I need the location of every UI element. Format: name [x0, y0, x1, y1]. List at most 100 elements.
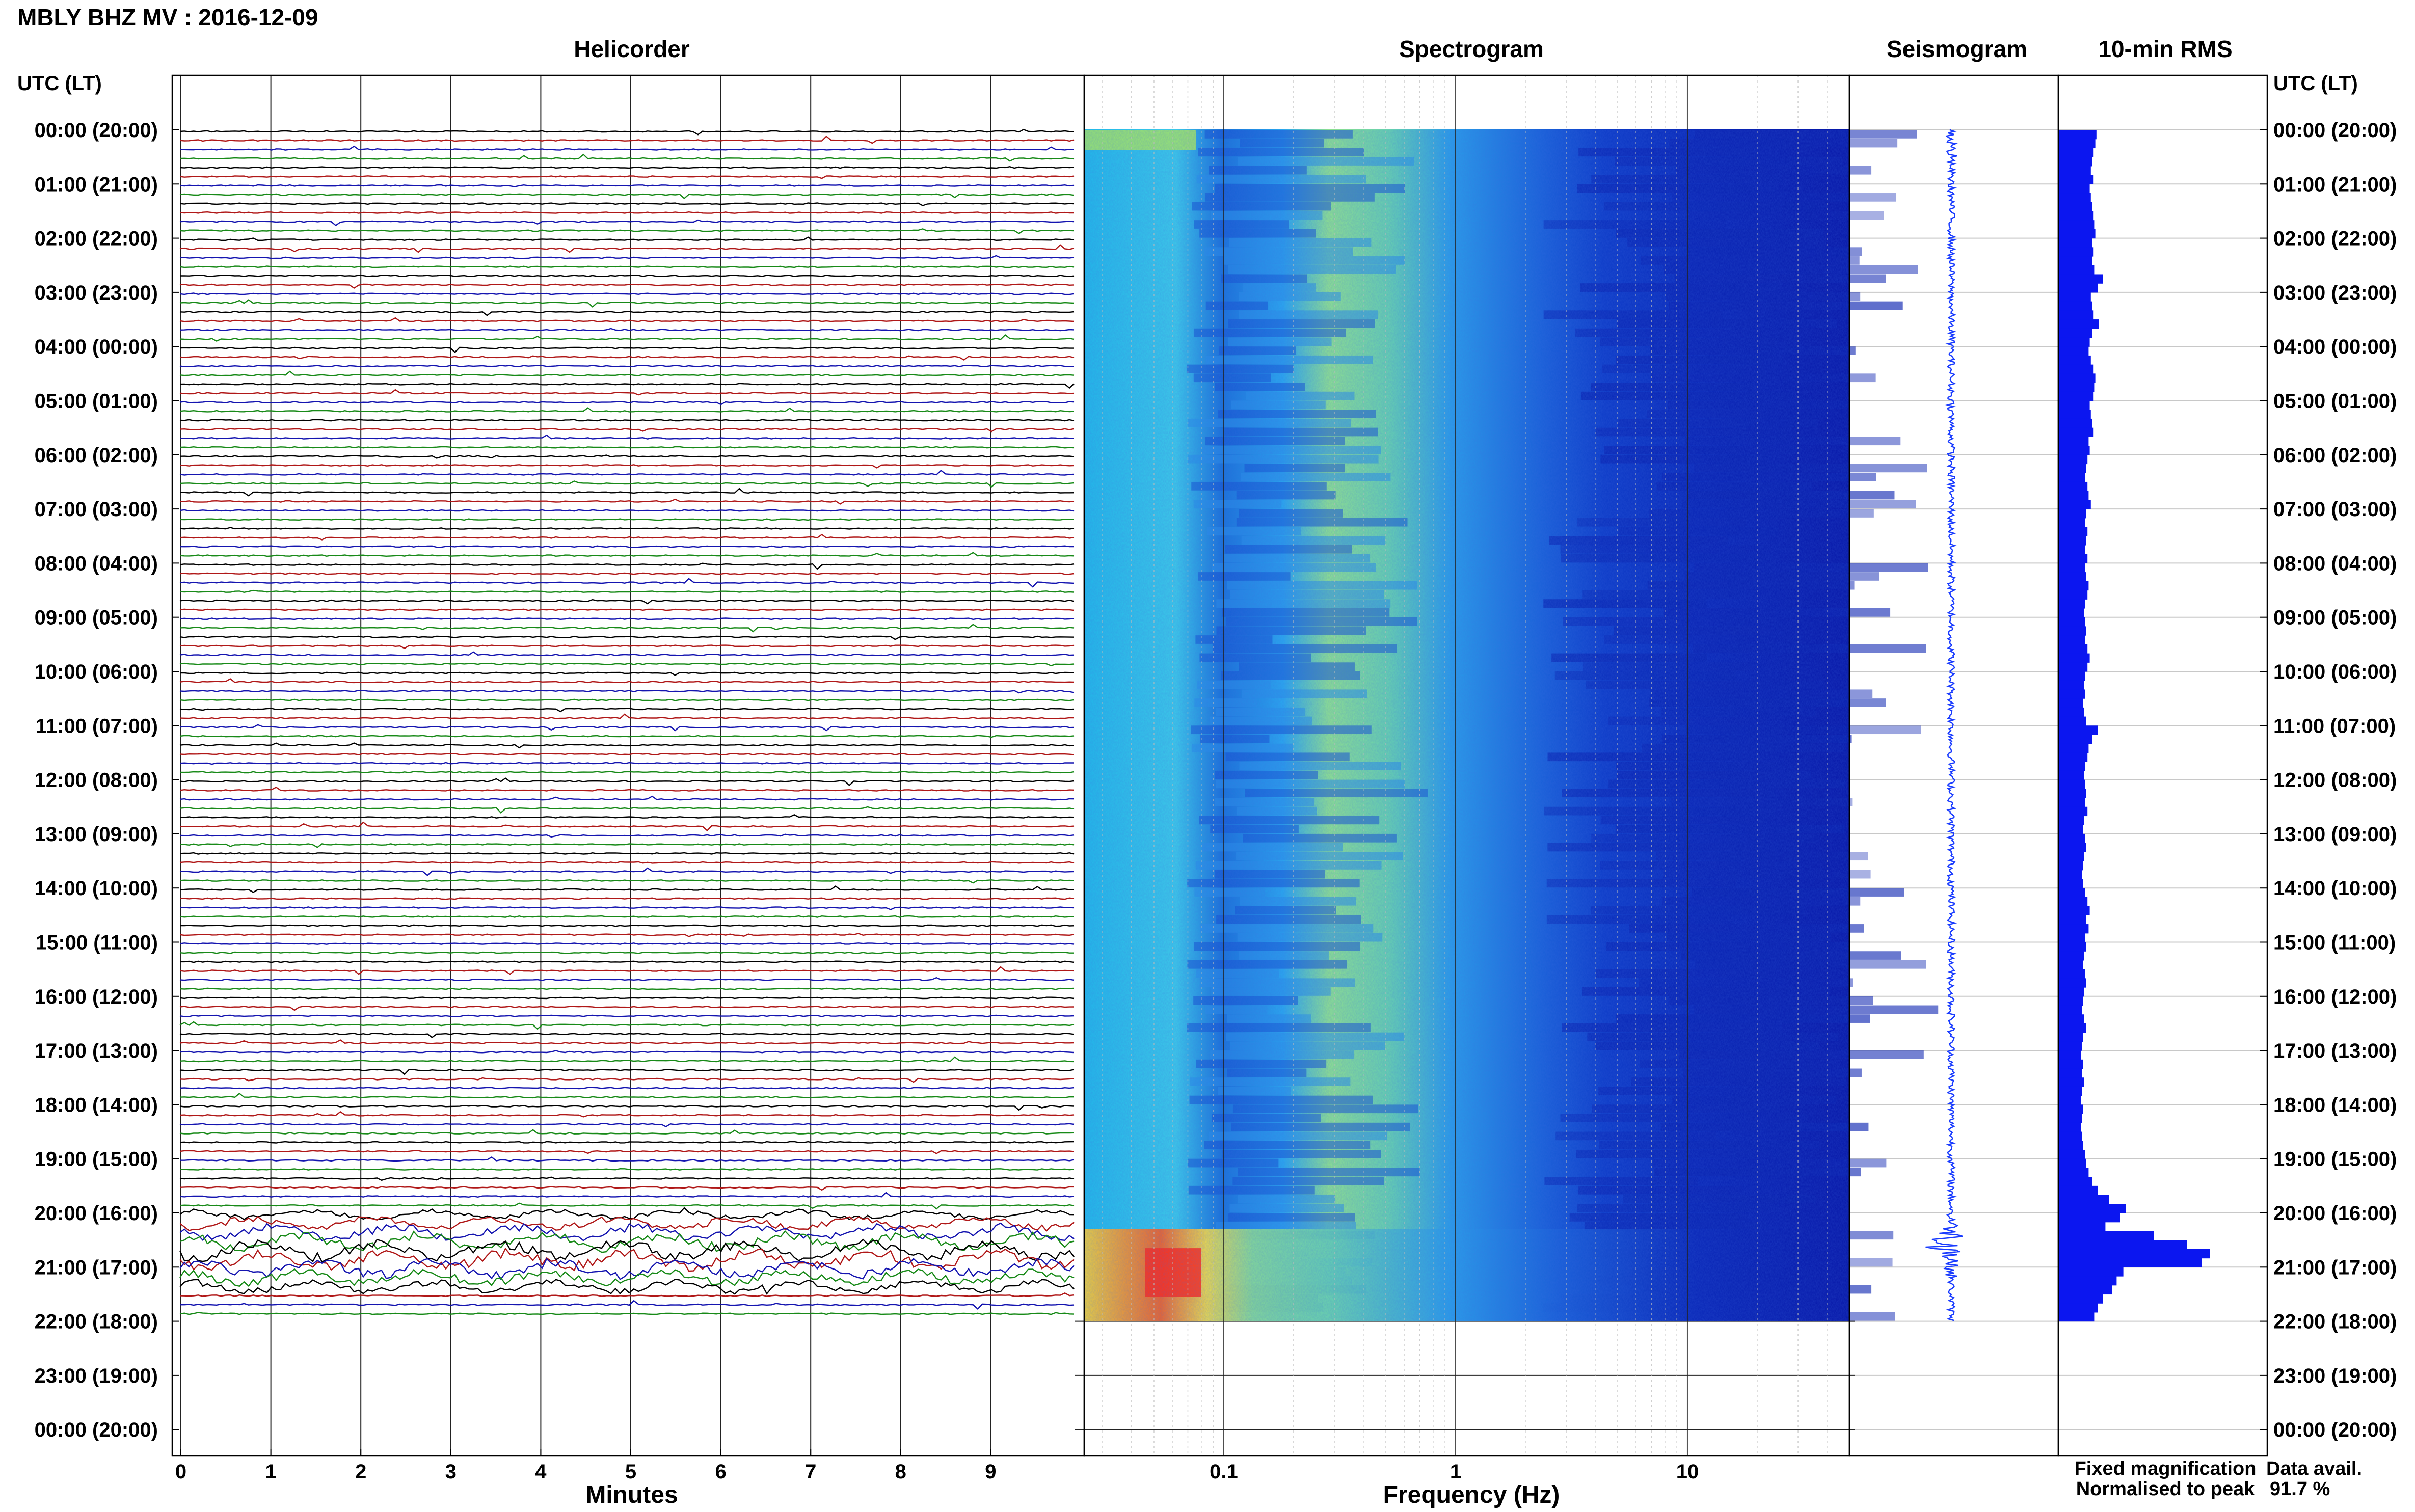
- right-time-label: 03:00 (23:00): [2273, 282, 2397, 304]
- rms-bar: [2058, 1177, 2092, 1186]
- rms-bar: [2058, 698, 2083, 708]
- rms-bar: [2058, 707, 2084, 717]
- rms-bar: [2058, 1222, 2106, 1232]
- data-availability-value: 91.7 %: [2270, 1478, 2330, 1500]
- helicorder-trace-line: [179, 996, 1075, 1000]
- helicorder-trace-line: [179, 1216, 1075, 1232]
- helicorder-trace-line: [179, 1168, 1075, 1171]
- helicorder-trace-line: [179, 678, 1075, 684]
- spectrogram-texture: [1084, 130, 1849, 1321]
- helicorder-trace-line: [179, 795, 1075, 801]
- rms-bar: [2058, 978, 2086, 988]
- legend-normalised-to-peak: Normalised to peak: [2076, 1478, 2255, 1500]
- helicorder-trace-line: [179, 617, 1075, 620]
- rms-bar: [2058, 418, 2092, 428]
- rms-bar: [2058, 644, 2088, 654]
- rms-bar: [2058, 825, 2083, 834]
- helicorder-trace-line: [179, 608, 1075, 611]
- helicorder-trace-line: [179, 1014, 1075, 1017]
- rms-bar: [2058, 572, 2086, 582]
- rms-bar: [2058, 518, 2085, 528]
- helicorder-trace-line: [180, 1300, 1075, 1310]
- helicorder-trace-line: [179, 1006, 1075, 1011]
- rms-bar: [2058, 906, 2090, 915]
- helicorder-trace-line: [179, 562, 1075, 570]
- rms-bar: [2058, 1104, 2083, 1114]
- helicorder-trace-line: [179, 771, 1075, 774]
- helicorder-trace-line: [179, 446, 1075, 449]
- rms-bar: [2058, 337, 2090, 347]
- left-time-label: 18:00 (14:00): [35, 1094, 158, 1116]
- helicorder-trace-line: [179, 1150, 1075, 1154]
- rms-bars: [2058, 130, 2210, 1322]
- rms-bar: [2058, 1041, 2082, 1051]
- rms-bar: [2058, 536, 2086, 546]
- frequency-tick-label: 10: [1676, 1461, 1699, 1483]
- helicorder-trace-line: [179, 1312, 1075, 1315]
- helicorder-trace-line: [179, 552, 1075, 557]
- rms-bar: [2058, 193, 2091, 203]
- seismogram-trace: [1925, 129, 1963, 1321]
- right-timezone-label: UTC (LT): [2273, 72, 2358, 95]
- minute-tick-label: 0: [175, 1461, 186, 1483]
- rms-bar: [2058, 1168, 2089, 1177]
- rms-bar: [2058, 743, 2089, 753]
- helicorder-xlabel: Minutes: [585, 1481, 678, 1508]
- rms-bar: [2058, 1050, 2081, 1060]
- minute-tick-label: 5: [625, 1461, 636, 1483]
- right-time-label: 17:00 (13:00): [2273, 1040, 2397, 1062]
- helicorder-trace-line: [179, 624, 1075, 633]
- rms-bar: [2058, 987, 2084, 997]
- helicorder-trace-line: [179, 498, 1075, 505]
- helicorder-trace-line: [179, 407, 1075, 413]
- helicorder-trace-line: [179, 689, 1075, 694]
- helicorder-trace-line: [179, 1207, 1075, 1221]
- left-time-label: 01:00 (21:00): [35, 173, 158, 196]
- rms-bar: [2058, 1303, 2098, 1313]
- right-time-label: 00:00 (20:00): [2273, 119, 2397, 142]
- x-axis-ticks: 0 1 2 3 4 5 6 7 8 9 0.1 1 10: [175, 1449, 1699, 1483]
- helicorder-trace-line: [179, 355, 1075, 361]
- rms-bar: [2058, 446, 2090, 455]
- rms-bar: [2058, 310, 2094, 320]
- helicorder-trace-line: [179, 897, 1075, 900]
- left-time-label: 14:00 (10:00): [35, 877, 158, 900]
- rms-bar: [2058, 735, 2092, 744]
- helicorder-trace-line: [179, 1123, 1075, 1127]
- rms-bar: [2058, 410, 2091, 419]
- helicorder-trace-line: [179, 708, 1075, 713]
- right-time-label: 10:00 (06:00): [2273, 661, 2397, 683]
- helicorder-trace-line: [179, 806, 1075, 814]
- left-timezone-label: UTC (LT): [17, 72, 102, 95]
- rms-bar: [2058, 662, 2088, 672]
- helicorder-frame: [171, 74, 1085, 1457]
- helicorder-trace-line: [179, 1292, 1075, 1297]
- helicorder-trace-line: [179, 977, 1075, 981]
- helicorder-trace-line: [179, 383, 1075, 389]
- helicorder-trace-line: [179, 153, 1075, 162]
- right-time-label: 06:00 (02:00): [2273, 444, 2397, 467]
- helicorder-trace-line: [179, 1039, 1075, 1044]
- legend-fixed-magnification: Fixed magnification: [2075, 1458, 2257, 1479]
- helicorder-trace-line: [179, 228, 1075, 234]
- rms-bar: [2058, 328, 2092, 338]
- rms-bar: [2058, 1086, 2082, 1096]
- left-time-label: 22:00 (18:00): [35, 1311, 158, 1333]
- rms-bar: [2058, 1023, 2086, 1033]
- helicorder-trace-line: [179, 814, 1075, 819]
- helicorder-trace-line: [179, 885, 1075, 893]
- rms-bar: [2058, 229, 2096, 239]
- helicorder-trace-line: [179, 578, 1075, 588]
- left-time-label: 11:00 (07:00): [36, 715, 158, 737]
- left-time-label: 23:00 (19:00): [35, 1365, 158, 1387]
- helicorder-trace-line: [179, 966, 1075, 975]
- left-time-label: 12:00 (08:00): [35, 769, 158, 792]
- frequency-tick-label: 1: [1450, 1461, 1461, 1483]
- helicorder-trace-line: [179, 599, 1075, 605]
- rms-bar: [2058, 1267, 2124, 1277]
- rms-bar: [2058, 798, 2085, 807]
- rms-bar: [2058, 933, 2085, 943]
- minute-tick-label: 6: [715, 1461, 726, 1483]
- minute-tick-label: 1: [265, 1461, 276, 1483]
- helicorder-trace-line: [179, 145, 1075, 151]
